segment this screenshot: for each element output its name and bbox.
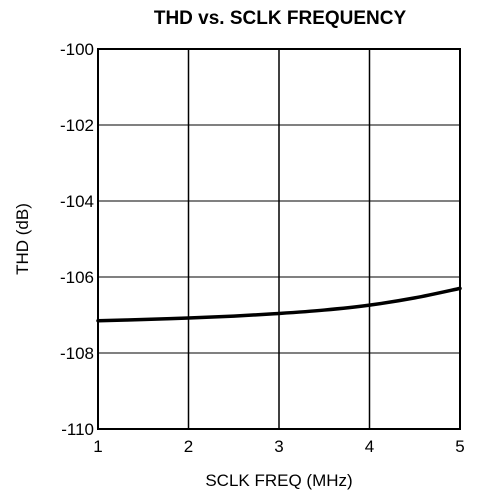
x-tick-label: 5 bbox=[455, 437, 464, 456]
x-axis-label: SCLK FREQ (MHz) bbox=[205, 471, 352, 490]
thd-series-line bbox=[96, 286, 462, 323]
grid-lines bbox=[98, 49, 460, 429]
chart-title: THD vs. SCLK FREQUENCY bbox=[154, 8, 407, 29]
data-series bbox=[96, 286, 462, 323]
y-tick-label: -106 bbox=[60, 268, 94, 287]
y-tick-label: -102 bbox=[60, 116, 94, 135]
tick-labels: 1 2 3 4 5 -100 -102 -104 -106 -108 -110 bbox=[60, 40, 465, 456]
x-tick-label: 2 bbox=[184, 437, 193, 456]
y-tick-label: -104 bbox=[60, 192, 94, 211]
y-tick-label: -110 bbox=[61, 420, 94, 439]
y-axis-label: THD (dB) bbox=[13, 203, 32, 275]
plot-area-frame bbox=[97, 48, 461, 430]
x-tick-label: 3 bbox=[274, 437, 283, 456]
x-tick-label: 1 bbox=[93, 437, 102, 456]
y-tick-label: -108 bbox=[60, 344, 94, 363]
y-tick-label: -100 bbox=[60, 40, 94, 59]
x-tick-label: 4 bbox=[365, 437, 374, 456]
